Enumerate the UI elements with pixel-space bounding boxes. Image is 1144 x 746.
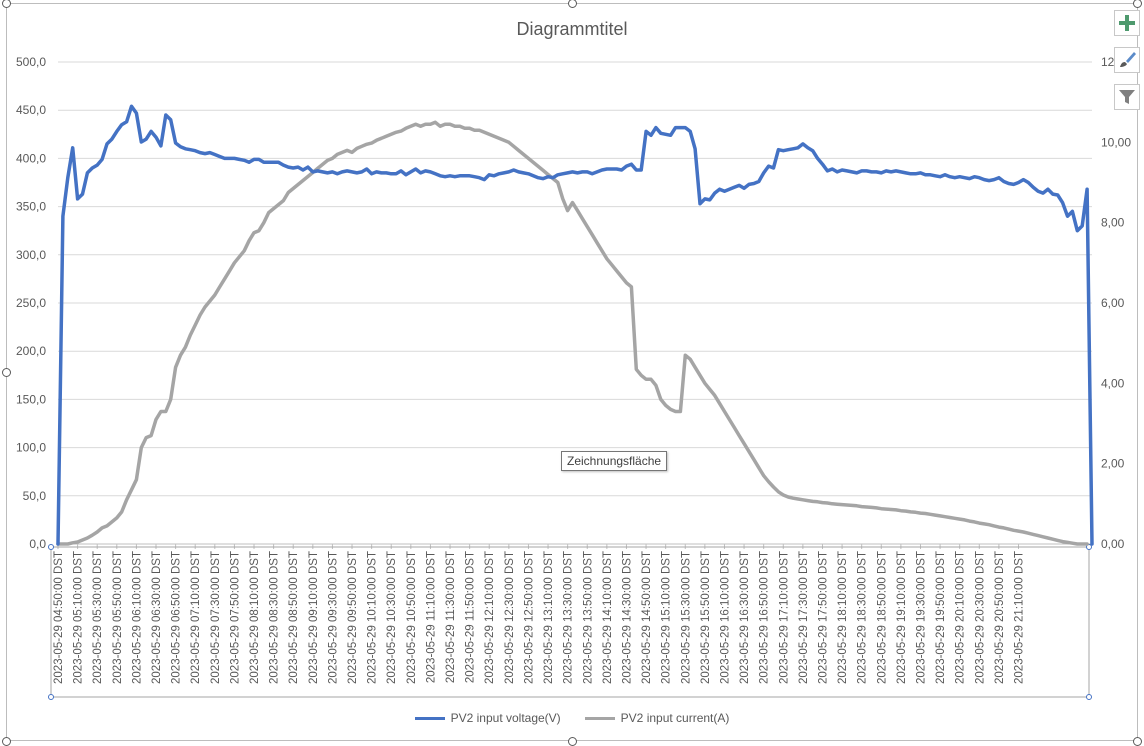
x-tick-label: 2023-05-29 06:10:00 DST <box>131 551 143 684</box>
x-tick-label: 2023-05-29 09:10:00 DST <box>308 551 320 684</box>
x-tick-label: 2023-05-29 07:10:00 DST <box>190 551 202 684</box>
legend-label-current: PV2 input current(A) <box>620 711 730 725</box>
selection-handle <box>48 544 54 550</box>
x-tick-label: 2023-05-29 09:50:00 DST <box>347 551 359 684</box>
resize-handle-top-right[interactable] <box>1133 0 1142 8</box>
y-right-tick-label: 10,00 <box>1101 135 1131 149</box>
x-tick-label: 2023-05-29 16:10:00 DST <box>719 551 731 684</box>
x-tick-label: 2023-05-29 06:30:00 DST <box>151 551 163 684</box>
x-tick-label: 2023-05-29 18:30:00 DST <box>857 551 869 684</box>
chart-filter-button[interactable] <box>1114 84 1140 110</box>
selection-handle <box>48 694 54 700</box>
filter-icon <box>1119 90 1135 104</box>
x-tick-label: 2023-05-29 13:30:00 DST <box>563 551 575 684</box>
gridlines <box>58 61 1092 545</box>
x-tick-label: 2023-05-29 18:50:00 DST <box>876 551 888 684</box>
x-tick-label: 2023-05-29 10:30:00 DST <box>386 551 398 684</box>
x-tick-label: 2023-05-29 19:10:00 DST <box>896 551 908 684</box>
chart-title[interactable]: Diagrammtitel <box>516 19 628 39</box>
x-tick-label: 2023-05-29 14:10:00 DST <box>602 551 614 684</box>
x-tick-label: 2023-05-29 05:30:00 DST <box>92 551 104 684</box>
y-right-tick-label: 0,00 <box>1101 537 1125 551</box>
x-tick-label: 2023-05-29 10:10:00 DST <box>367 551 379 684</box>
y-left-tick-label: 200,0 <box>16 344 46 358</box>
x-tick-label: 2023-05-29 20:50:00 DST <box>994 551 1006 684</box>
x-tick-label: 2023-05-29 17:30:00 DST <box>798 551 810 684</box>
y-left-tick-label: 250,0 <box>16 296 46 310</box>
x-tick-label: 2023-05-29 11:50:00 DST <box>465 551 477 683</box>
x-tick-label: 2023-05-29 17:50:00 DST <box>817 551 829 684</box>
y-left-tick-label: 400,0 <box>16 151 46 165</box>
y-left-tick-label: 450,0 <box>16 103 46 117</box>
x-tick-label: 2023-05-29 14:30:00 DST <box>621 551 633 684</box>
series-lines <box>56 104 1094 546</box>
x-tick-label: 2023-05-29 05:50:00 DST <box>112 551 124 684</box>
y-left-tick-label: 300,0 <box>16 248 46 262</box>
x-tick-label: 2023-05-29 12:50:00 DST <box>523 551 535 684</box>
x-tick-label: 2023-05-29 12:30:00 DST <box>504 551 516 684</box>
legend-item-current[interactable]: PV2 input current(A) <box>584 711 730 725</box>
legend-label-voltage: PV2 input voltage(V) <box>450 711 561 725</box>
add-chart-element-button[interactable] <box>1114 10 1140 36</box>
selection-handle <box>1086 544 1092 550</box>
x-tick-label: 2023-05-29 11:30:00 DST <box>445 551 457 683</box>
y-left-tick-label: 50,0 <box>23 489 47 503</box>
y-right-tick-label: 8,00 <box>1101 216 1125 230</box>
x-axis-selection-box <box>50 546 1090 698</box>
x-tick-label: 2023-05-29 18:10:00 DST <box>837 551 849 684</box>
axes: 0,0 50,0 100,0 150,0 200,0 250,0 300,0 350,0 400… <box>16 55 1131 700</box>
y-right-tick-label: 2,00 <box>1101 457 1125 471</box>
y-left-tick-label: 0,0 <box>29 537 46 551</box>
x-tick-label: 2023-05-29 20:10:00 DST <box>955 551 967 684</box>
x-tick-label: 2023-05-29 11:10:00 DST <box>425 551 437 683</box>
legend[interactable]: PV2 input voltage(V) PV2 input current(A… <box>0 711 1144 725</box>
x-tick-label: 2023-05-29 13:50:00 DST <box>582 551 594 684</box>
y-left-tick-label: 100,0 <box>16 441 46 455</box>
x-tick-label: 2023-05-29 06:50:00 DST <box>171 551 183 684</box>
x-tick-label: 2023-05-29 15:30:00 DST <box>680 551 692 684</box>
x-tick-label: 2023-05-29 21:10:00 DST <box>1013 551 1025 684</box>
x-tick-label: 2023-05-29 16:30:00 DST <box>739 551 751 684</box>
resize-handle-top[interactable] <box>568 0 577 8</box>
y-left-tick-label: 350,0 <box>16 200 46 214</box>
y-left-tick-label: 150,0 <box>16 392 46 406</box>
resize-handle-left[interactable] <box>2 368 11 377</box>
legend-swatch-current <box>584 716 615 720</box>
y-left-tick-label: 500,0 <box>16 55 46 69</box>
plus-icon <box>1119 15 1135 31</box>
x-tick-label: 2023-05-29 04:50:00 DST <box>53 551 65 684</box>
x-tick-label: 2023-05-29 10:50:00 DST <box>406 551 418 684</box>
x-tick-label: 2023-05-29 14:50:00 DST <box>641 551 653 684</box>
series-line-voltage <box>56 104 1094 546</box>
y-right-tick-label: 4,00 <box>1101 376 1125 390</box>
x-tick-label: 2023-05-29 15:50:00 DST <box>700 551 712 684</box>
chart-styles-button[interactable] <box>1114 47 1140 73</box>
x-tick-label: 2023-05-29 07:30:00 DST <box>210 551 222 684</box>
x-tick-label: 2023-05-29 09:30:00 DST <box>327 551 339 684</box>
x-tick-label: 2023-05-29 13:10:00 DST <box>543 551 555 684</box>
x-tick-label: 2023-05-29 19:50:00 DST <box>935 551 947 684</box>
plot-area-tooltip: Zeichnungsfläche <box>561 451 668 471</box>
x-tick-label: 2023-05-29 16:50:00 DST <box>759 551 771 684</box>
x-tick-label: 2023-05-29 07:50:00 DST <box>229 551 241 684</box>
resize-handle-top-left[interactable] <box>2 0 11 8</box>
y-right-tick-label: 6,00 <box>1101 296 1125 310</box>
x-tick-label: 2023-05-29 20:30:00 DST <box>974 551 986 684</box>
selection-handle <box>1086 694 1092 700</box>
x-tick-label: 2023-05-29 19:30:00 DST <box>915 551 927 684</box>
x-tick-label: 2023-05-29 08:30:00 DST <box>269 551 281 684</box>
x-tick-label: 2023-05-29 08:10:00 DST <box>249 551 261 684</box>
legend-swatch-voltage <box>414 716 445 720</box>
x-tick-label: 2023-05-29 05:10:00 DST <box>73 551 85 684</box>
brush-icon <box>1120 52 1136 67</box>
x-tick-label: 2023-05-29 17:10:00 DST <box>778 551 790 684</box>
legend-item-voltage[interactable]: PV2 input voltage(V) <box>414 711 561 725</box>
x-tick-label: 2023-05-29 08:50:00 DST <box>288 551 300 684</box>
x-tick-label: 2023-05-29 15:10:00 DST <box>661 551 673 684</box>
x-tick-label: 2023-05-29 12:10:00 DST <box>484 551 496 684</box>
series-line-current <box>56 120 1089 546</box>
